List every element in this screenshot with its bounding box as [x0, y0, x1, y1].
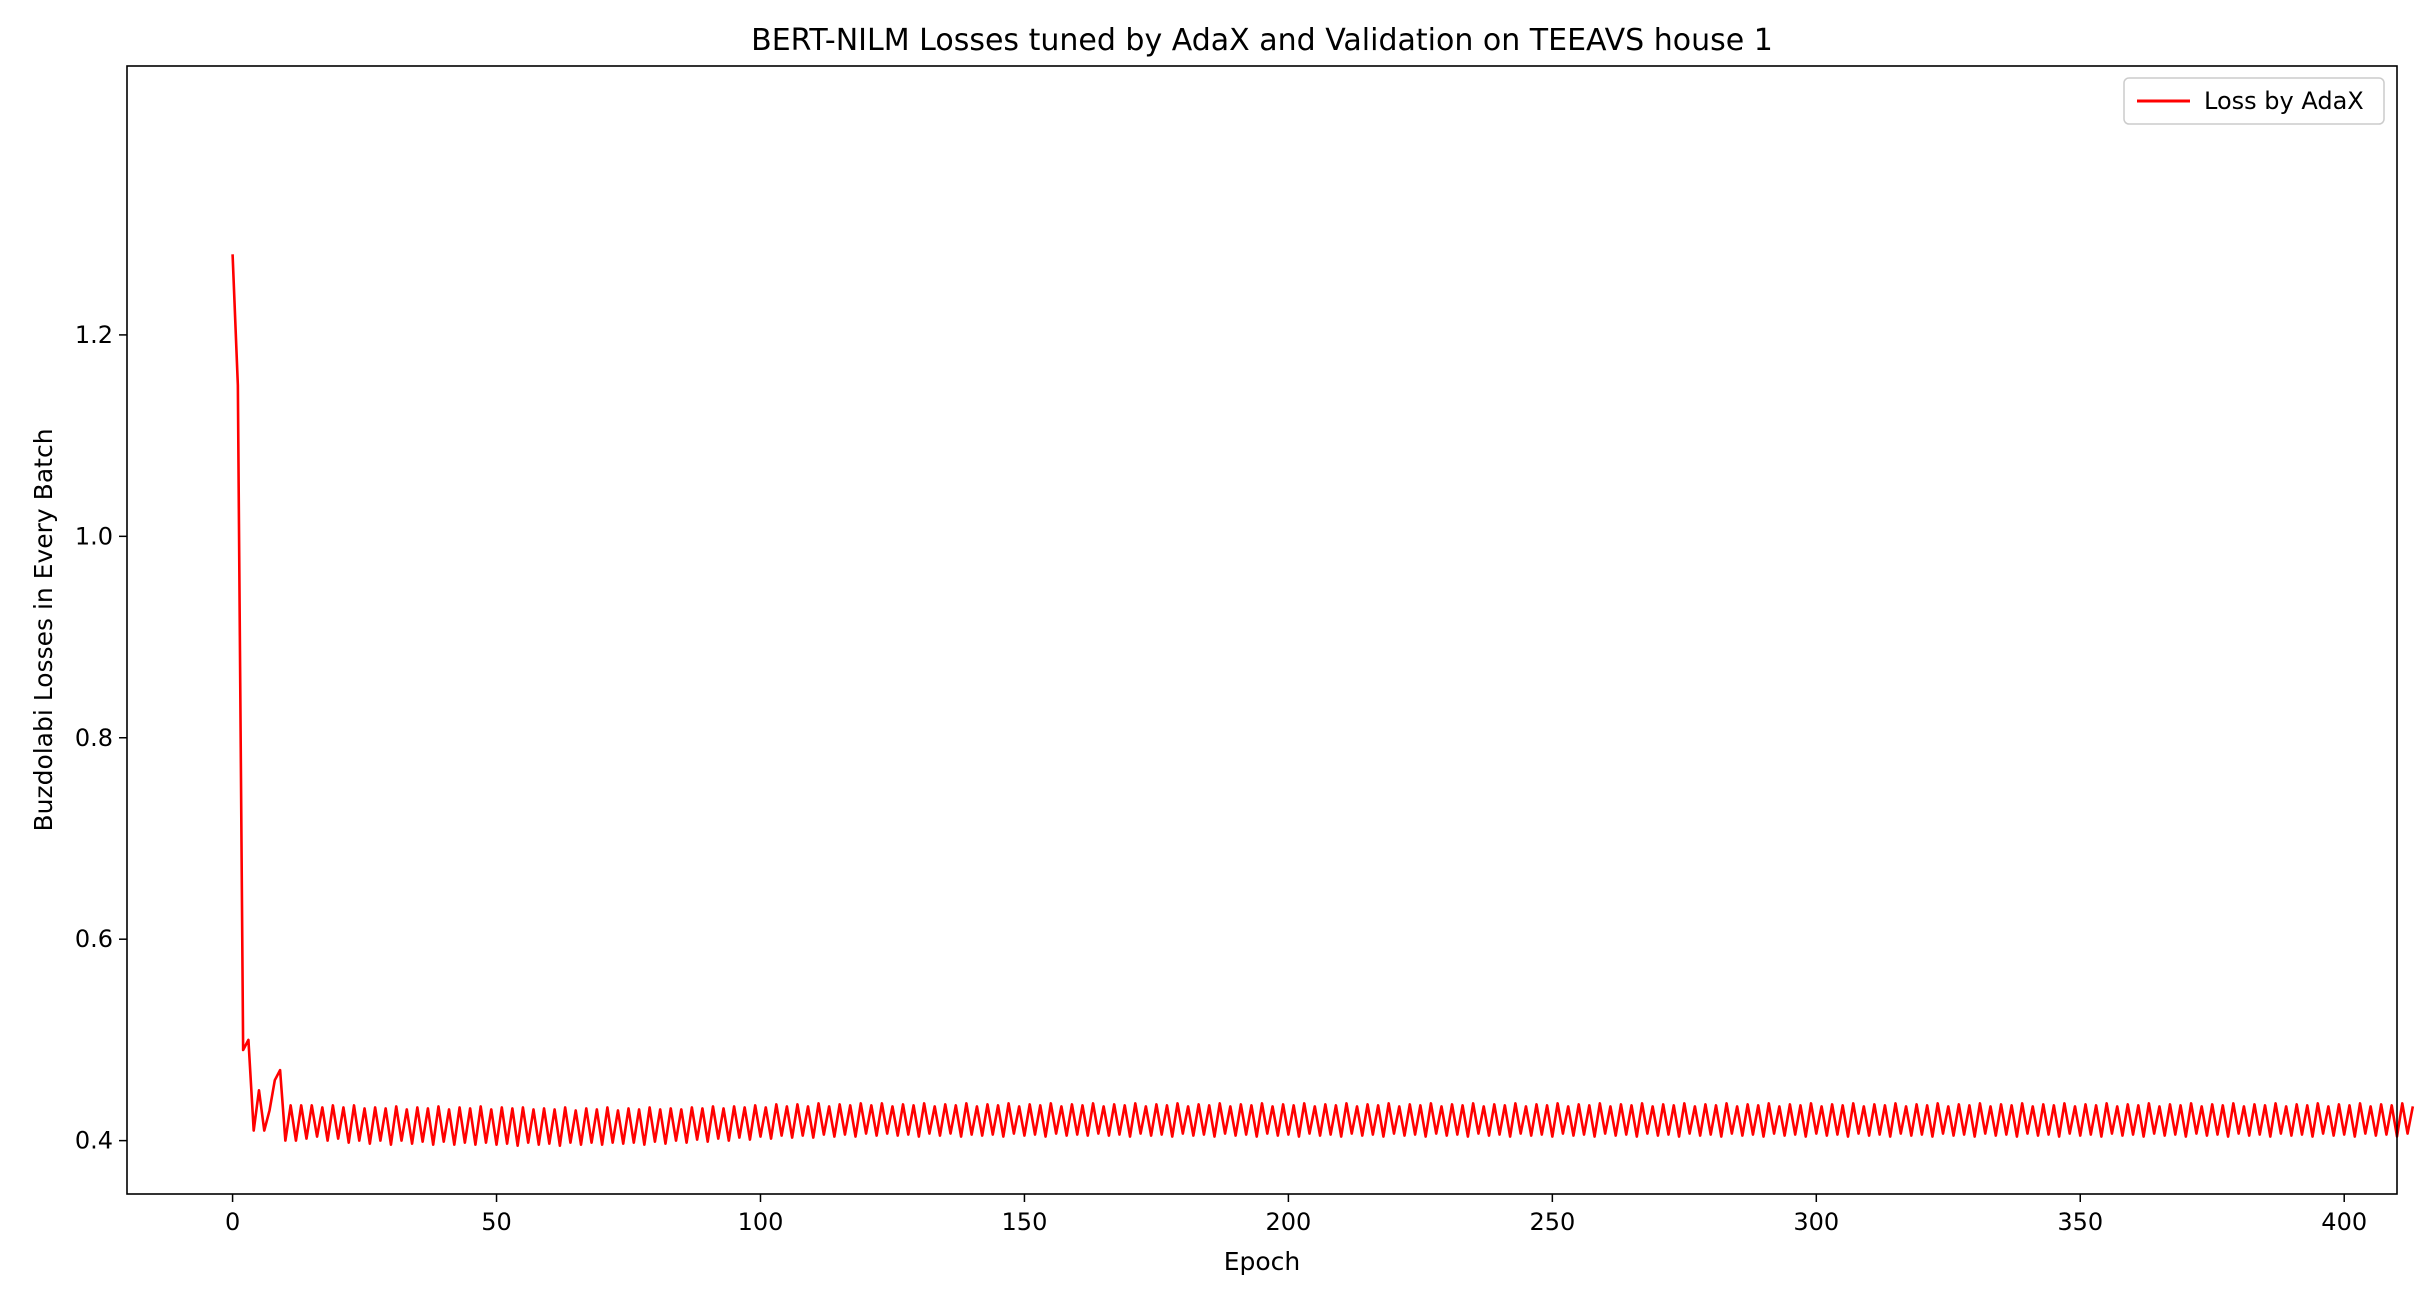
plot-frame	[126, 65, 2398, 1195]
y-tick-label: 0.4	[75, 1127, 113, 1155]
x-tick-label: 150	[1002, 1208, 1048, 1236]
y-tick-label: 1.2	[75, 321, 113, 349]
x-tick-label: 350	[2057, 1208, 2103, 1236]
axis-ticks: 0 50 100 150 200 250 300 350 400 0.4 0.6 0.8 1.0 1.2	[75, 321, 2367, 1236]
y-tick-label: 1.0	[75, 522, 113, 550]
x-tick-label: 300	[1793, 1208, 1839, 1236]
x-tick-label: 0	[225, 1208, 240, 1236]
x-tick-label: 50	[481, 1208, 512, 1236]
x-tick-label: 200	[1265, 1208, 1311, 1236]
series-line-loss-by-adax	[231, 254, 2415, 1147]
x-tick-label: 400	[2321, 1208, 2367, 1236]
chart-title: BERT-NILM Losses tuned by AdaX and Valid…	[751, 23, 1773, 58]
legend: Loss by AdaX	[2123, 77, 2385, 125]
legend-entry-loss-by-adax: Loss by AdaX	[2204, 87, 2364, 115]
plot-area	[231, 254, 2415, 1147]
y-axis-label: Buzdolabi Losses in Every Batch	[29, 428, 58, 831]
legend-box	[2123, 77, 2385, 125]
x-tick-label: 100	[738, 1208, 784, 1236]
y-tick-label: 0.6	[75, 925, 113, 953]
x-tick-label: 250	[1529, 1208, 1575, 1236]
x-axis-label: Epoch	[1224, 1247, 1301, 1276]
y-tick-label: 0.8	[75, 724, 113, 752]
